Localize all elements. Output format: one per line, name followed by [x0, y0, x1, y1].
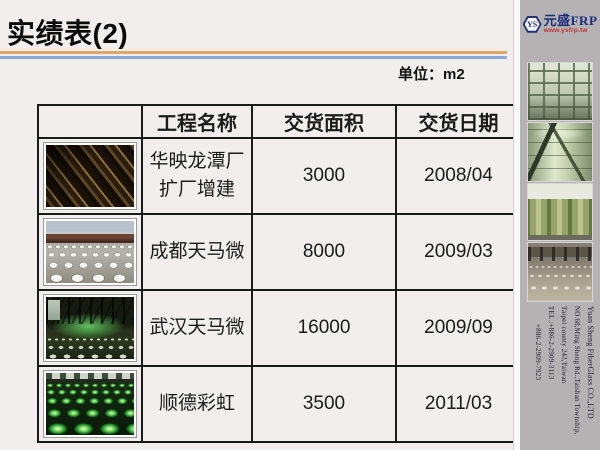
ys-hexagon-logo-icon: YS: [523, 16, 542, 33]
title-underline-blue: [0, 56, 507, 59]
delivery-area: 8000: [251, 213, 397, 291]
table-row: 成都天马微 8000 2009/03: [37, 213, 522, 291]
address-line: Taipei county 243,Taiwan: [560, 306, 568, 384]
photo-cell: [37, 365, 143, 443]
table-row: 顺德彩虹 3500 2011/03: [37, 365, 522, 443]
phone-line: +886-2-2909-7923: [534, 324, 542, 381]
header-project-name: 工程名称: [141, 104, 253, 139]
company-logo: YS 元盛FRP www.ysfrp.tw: [522, 14, 598, 35]
address-line: NO.68,Ming Sheng Rd.,Taishan Township,: [573, 306, 581, 435]
unit-label: 单位：m2: [398, 66, 465, 83]
logo-badge-text: YS: [526, 19, 538, 29]
company-name-line: Yuan Sheng FiberGlass CO.,LTD: [586, 306, 595, 419]
company-address-vertical: Yuan Sheng FiberGlass CO.,LTD NO.68,Ming…: [522, 306, 597, 448]
delivery-area: 3500: [251, 365, 397, 443]
title-underline-orange: [0, 51, 507, 54]
delivery-area: 16000: [251, 289, 397, 367]
delivery-date: 2009/03: [395, 213, 522, 291]
project-photo-construction-site-icon: [43, 218, 137, 286]
photo-cell: [37, 213, 143, 291]
slide-edge-divider: [513, 0, 520, 450]
page-title: 实绩表(2): [7, 18, 129, 49]
photo-cell: [37, 289, 143, 367]
project-name: 华映龙潭厂 扩厂增建: [141, 137, 253, 215]
sidebar-photo-factory-floor-icon: [527, 242, 593, 302]
slide-main-area: 实绩表(2) 单位：m2 工程名称 交货面积 交货日期 华映龙潭厂 扩厂增建: [0, 18, 522, 443]
phone-line: TEL.:+886-2-2909-3113: [547, 306, 555, 380]
delivery-date: 2011/03: [395, 365, 522, 443]
header-photo: [37, 104, 143, 139]
logo-company-name: 元盛FRP: [543, 13, 598, 28]
project-name: 顺德彩虹: [141, 365, 253, 443]
sidebar-photo-waffle-ceiling-icon: [527, 62, 593, 121]
sidebar-photo-storage-tanks-icon: [527, 183, 593, 241]
table-row: 武汉天马微 16000 2009/09: [37, 289, 522, 367]
delivery-date: 2008/04: [395, 137, 522, 215]
project-photo-green-domes-icon: [43, 370, 137, 438]
sidebar-photo-frp-tank-icon: [527, 122, 593, 182]
project-name: 成都天马微: [141, 213, 253, 291]
performance-table: 工程名称 交货面积 交货日期 华映龙潭厂 扩厂增建 3000 2008/04: [37, 104, 522, 443]
table-row: 华映龙潭厂 扩厂增建 3000 2008/04: [37, 137, 522, 215]
delivery-date: 2009/09: [395, 289, 522, 367]
project-name: 武汉天马微: [141, 289, 253, 367]
photo-cell: [37, 137, 143, 215]
header-delivery-date: 交货日期: [395, 104, 522, 139]
table-header-row: 工程名称 交货面积 交货日期: [37, 104, 522, 139]
logo-website: www.ysfrp.tw: [543, 27, 588, 34]
header-delivery-area: 交货面积: [251, 104, 397, 139]
project-photo-dark-interior-icon: [43, 294, 137, 362]
delivery-area: 3000: [251, 137, 397, 215]
company-sidebar: YS 元盛FRP www.ysfrp.tw Yuan Sheng FiberGl…: [520, 0, 600, 450]
project-photo-factory-beams-icon: [43, 142, 137, 210]
